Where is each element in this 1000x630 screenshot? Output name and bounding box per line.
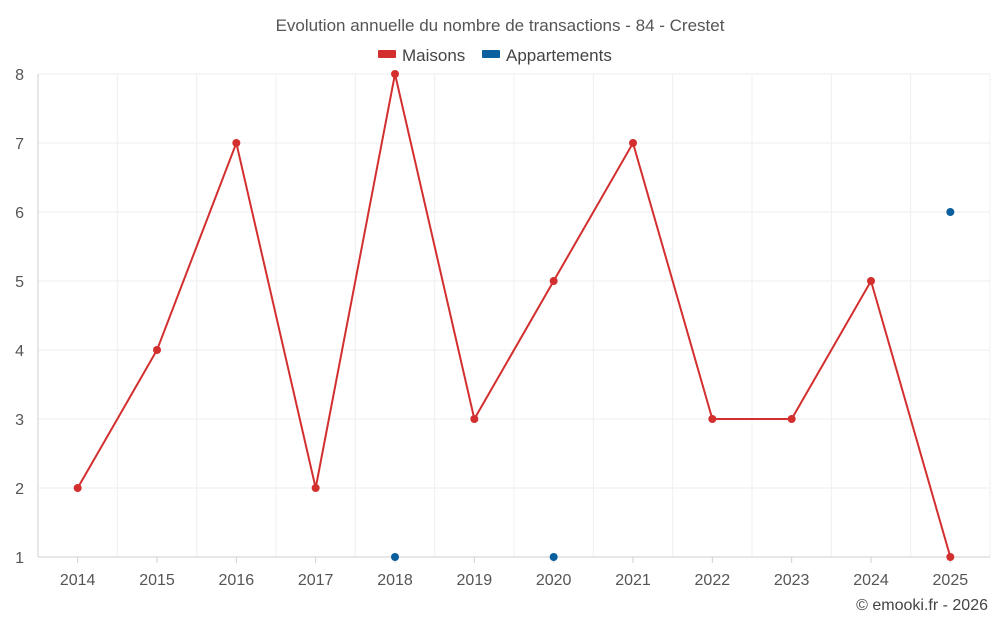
x-tick-label: 2019	[457, 572, 493, 589]
legend-item-appartements[interactable]: Appartements	[482, 46, 612, 65]
data-point-appartements-2020[interactable]	[549, 553, 558, 561]
chart-title: Evolution annuelle du nombre de transact…	[276, 16, 725, 35]
legend-swatch-appartements	[482, 50, 500, 58]
series-maisons	[73, 70, 955, 561]
data-point-maisons-2016[interactable]	[232, 139, 241, 147]
data-point-maisons-2017[interactable]	[311, 484, 320, 492]
data-point-appartements-2025[interactable]	[946, 208, 955, 216]
data-point-maisons-2019[interactable]	[470, 415, 479, 423]
x-tick-label: 2016	[219, 572, 255, 589]
y-tick-label: 8	[15, 67, 24, 84]
data-point-maisons-2018[interactable]	[391, 70, 399, 78]
legend: Maisons Appartements	[378, 46, 612, 65]
x-tick-label: 2022	[695, 572, 731, 589]
series-line-maisons	[76, 73, 952, 558]
data-point-appartements-2018[interactable]	[391, 553, 399, 561]
x-tick-label: 2021	[615, 572, 651, 589]
x-tick-label: 2014	[60, 572, 96, 589]
credit-text: © emooki.fr - 2026	[856, 597, 988, 614]
series-appartements	[391, 208, 955, 561]
data-point-maisons-2015[interactable]	[153, 346, 161, 354]
y-tick-label: 7	[15, 136, 24, 153]
y-tick-label: 5	[15, 274, 24, 291]
x-tick-label: 2020	[536, 572, 572, 589]
data-point-maisons-2024[interactable]	[867, 277, 875, 285]
x-tick-label: 2017	[298, 572, 334, 589]
y-tick-label: 3	[15, 412, 24, 429]
y-tick-label: 4	[15, 343, 24, 360]
data-point-maisons-2014[interactable]	[73, 484, 82, 492]
legend-item-maisons[interactable]: Maisons	[378, 46, 465, 65]
y-tick-label: 2	[15, 481, 24, 498]
legend-swatch-maisons	[378, 50, 396, 58]
data-point-maisons-2020[interactable]	[549, 277, 558, 285]
axes: 1 2 3 4 5 6 7 8 2014 2015 2016 2017 2018 2019 2020 2021…	[15, 67, 990, 589]
x-tick-label: 2018	[377, 572, 413, 589]
y-tick-label: 6	[15, 205, 24, 222]
legend-label-appartements: Appartements	[506, 46, 612, 65]
series-layer	[73, 70, 955, 561]
x-tick-label: 2025	[933, 572, 969, 589]
x-tick-label: 2023	[774, 572, 810, 589]
data-point-maisons-2022[interactable]	[708, 415, 717, 423]
grid	[38, 73, 991, 557]
data-point-maisons-2025[interactable]	[946, 553, 955, 561]
y-tick-label: 1	[15, 550, 24, 567]
x-tick-label: 2015	[139, 572, 175, 589]
x-tick-label: 2024	[853, 572, 889, 589]
data-point-maisons-2023[interactable]	[787, 415, 796, 423]
legend-label-maisons: Maisons	[402, 46, 465, 65]
data-point-maisons-2021[interactable]	[629, 139, 637, 147]
